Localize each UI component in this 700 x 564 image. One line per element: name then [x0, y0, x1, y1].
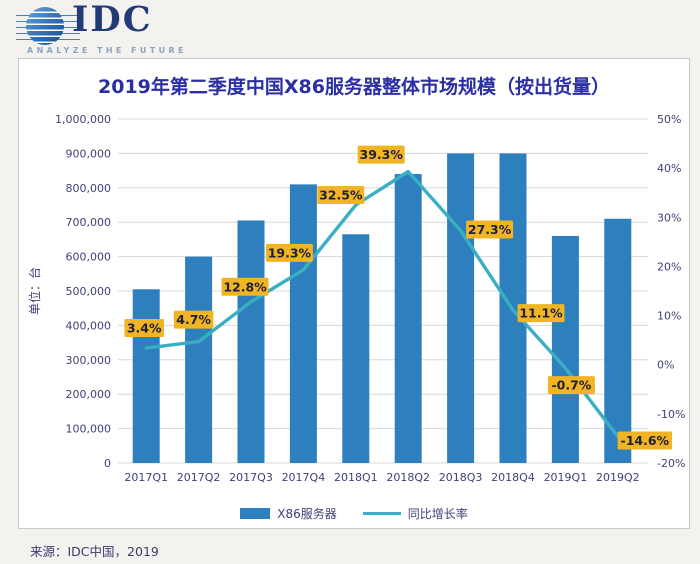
y-axis-tick-label: 900,000 — [66, 147, 112, 160]
y2-axis-tick-label: 50% — [657, 113, 681, 126]
point-label: 39.3% — [360, 147, 404, 162]
legend-line-swatch — [362, 511, 401, 515]
point-label: 4.7% — [176, 312, 211, 327]
bar-2019Q1 — [551, 235, 579, 463]
bar-2017Q1 — [132, 289, 160, 463]
point-label: -14.6% — [621, 433, 670, 448]
bar-2017Q4 — [289, 184, 317, 464]
y-axis-tick-label: 600,000 — [66, 251, 112, 264]
y2-axis-tick-label: 30% — [657, 211, 681, 224]
legend-line-label: 同比增长率 — [407, 506, 468, 521]
point-label-bg — [466, 220, 514, 239]
chart-card: 2019年第二季度中国X86服务器整体市场规模（按出货量） 1,000,000 9… — [18, 58, 690, 529]
y2-axis-tick-label: 20% — [657, 260, 681, 273]
source-note: 来源：IDC中国，2019 — [30, 544, 159, 559]
x-axis-label: 2017Q1 — [124, 471, 168, 484]
bar-2018Q3 — [447, 153, 475, 463]
y2-axis-tick-label: -20% — [657, 457, 685, 470]
x-axis-label: 2017Q4 — [282, 471, 326, 484]
chart-plot: 1,000,000 900,000 800,000 700,000 600,000 500… — [27, 113, 685, 484]
point-label-bg — [617, 431, 672, 450]
point-label: 3.4% — [127, 321, 162, 336]
y-axis-tick-label: 500,000 — [66, 285, 112, 298]
y2-axis-tick-label: 40% — [657, 162, 681, 175]
point-label: 32.5% — [319, 188, 363, 203]
point-label-bg — [173, 310, 214, 329]
x-axis-label: 2017Q3 — [229, 471, 273, 484]
point-label: -0.7% — [551, 378, 591, 393]
idc-logo-text: IDC — [72, 0, 153, 40]
bar-2017Q3 — [237, 220, 265, 463]
legend-bar-swatch — [240, 507, 271, 519]
chart-title: 2019年第二季度中国X86服务器整体市场规模（按出货量） — [98, 76, 610, 98]
y-axis-tick-label: 200,000 — [66, 388, 112, 401]
x-axis-label: 2018Q1 — [334, 471, 378, 484]
point-label-bg — [221, 277, 269, 296]
bar-2017Q2 — [185, 256, 213, 463]
x-axis-label: 2019Q2 — [596, 471, 640, 484]
x-axis-label: 2018Q2 — [386, 471, 430, 484]
point-label-bg — [317, 186, 365, 204]
y-axis-tick-label: 0 — [104, 457, 111, 470]
x-axis-label: 2018Q3 — [439, 471, 483, 484]
legend-bar-label: X86服务器 — [277, 506, 337, 521]
point-label: 11.1% — [519, 306, 563, 321]
y-axis-tick-label: 700,000 — [66, 216, 112, 229]
idc-tagline: ANALYZE THE FUTURE — [27, 46, 187, 55]
idc-logo: IDC ANALYZE THE FUTURE — [16, 0, 246, 55]
point-label: 19.3% — [268, 245, 312, 260]
point-label-bg — [357, 145, 405, 164]
y-axis-tick-label: 300,000 — [66, 354, 112, 367]
y-axis-tick-label: 800,000 — [66, 182, 112, 195]
y2-axis-tick-label: 10% — [657, 310, 681, 323]
y-axis-tick-label: 400,000 — [66, 319, 112, 332]
point-label-bg — [547, 376, 595, 395]
y-axis-tick-label: 1,000,000 — [55, 113, 111, 126]
bar-2018Q2 — [394, 174, 422, 463]
y-axis-title: 单位：台 — [27, 267, 42, 315]
x-axis-label: 2019Q1 — [544, 471, 588, 484]
y2-axis-tick-label: 0% — [657, 359, 674, 372]
x-axis-label: 2017Q2 — [177, 471, 221, 484]
idc-globe-icon — [26, 7, 64, 45]
point-label-bg — [124, 319, 164, 338]
bar-2018Q1 — [342, 234, 370, 463]
legend: X86服务器 同比增长率 — [19, 504, 689, 522]
point-label: 27.3% — [468, 222, 512, 237]
point-label: 12.8% — [223, 279, 267, 294]
x-axis-label: 2018Q4 — [491, 471, 535, 484]
y-axis-tick-label: 100,000 — [66, 423, 112, 436]
point-label-bg — [265, 243, 313, 262]
y2-axis-tick-label: -10% — [657, 408, 685, 421]
point-label-bg — [517, 304, 565, 323]
growth-line — [144, 169, 620, 439]
